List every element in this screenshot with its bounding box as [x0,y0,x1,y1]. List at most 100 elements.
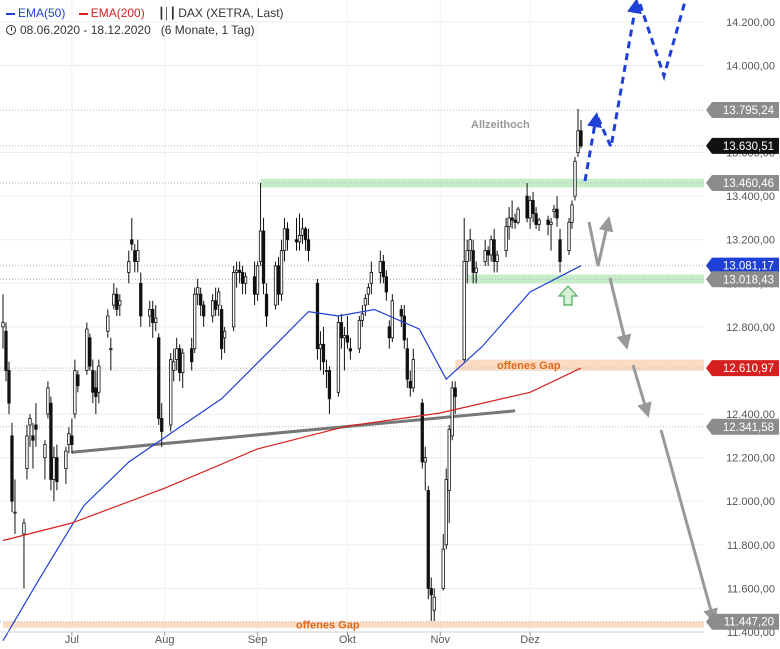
legend-ema50-label: EMA(50) [18,6,66,20]
ema50-swatch [6,12,15,15]
candle [127,250,131,284]
candle-body [76,374,80,387]
candle-body [450,387,454,437]
candle-body [237,269,242,273]
candle [285,222,290,251]
candle [67,427,71,454]
candle-body [261,230,266,284]
candle [318,331,323,371]
candle-body [273,265,278,306]
candle-body [46,387,50,415]
candle [528,196,532,229]
candle-body [276,265,281,295]
candle-body [222,330,227,339]
candle-body [285,228,290,241]
candle-body [576,130,580,153]
candle [555,196,559,227]
candle [348,337,353,360]
candle-body [52,457,56,480]
price-badge-shape [706,360,779,377]
legend-row-indicators: EMA(50) EMA(200) ┃│┃ DAX (XETRA, Last) [6,5,294,22]
candle-body [202,304,206,317]
candle-body [252,276,257,295]
candle [303,226,308,251]
candle [408,370,412,397]
candle [297,213,302,251]
candle [264,283,269,327]
candle [115,287,119,316]
candle-body [378,261,382,273]
candle [423,446,427,491]
candle [405,337,409,388]
x-tick-label: Okt [339,634,356,646]
candle [118,294,122,316]
candle [237,261,242,284]
candle-body [234,269,239,273]
candle [357,316,362,354]
candle [97,359,101,404]
candle-body [366,287,371,295]
candle-body [243,276,248,284]
candle-body [28,418,32,426]
candle-body [318,343,323,350]
price-badge-label: 13.460,46 [723,178,774,190]
bear-arrow-4 [659,429,718,624]
y-tick-label: 14.000,00 [726,60,775,72]
candle-body [43,444,47,459]
candle [366,283,371,306]
candle-body [7,370,11,404]
candle-body [157,337,161,419]
candle [489,235,493,262]
candle-body [109,348,113,351]
candle [453,381,457,415]
candle [426,485,430,600]
gap-zone [3,621,704,628]
candle-body [216,291,221,306]
x-tick-label: Aug [155,634,175,646]
candle-body [130,239,134,245]
candle-body [510,217,514,221]
candle [495,250,499,273]
price-badge: 13.630,51 [706,137,779,154]
gap-label-lower: offenes Gap [296,620,360,632]
support-trendline [71,409,516,454]
grid-lines [0,0,704,633]
y-tick-label: 11.800,00 [727,540,775,552]
x-tick-label: Jul [65,634,79,646]
candle [552,204,556,218]
candle [279,239,284,301]
candle [387,320,391,349]
price-badge-label: 13.630,51 [723,141,774,153]
candle [46,381,50,419]
candle-body [136,250,140,262]
candle-body [112,293,116,306]
candle-body [115,293,119,310]
candle [444,468,448,550]
candle-body [193,293,197,350]
candle [70,418,74,454]
candle [76,370,80,393]
candle-body [181,352,185,374]
candle-body [339,322,344,339]
x-tick-label: Sep [248,634,268,646]
candle [273,261,278,310]
candle [471,239,475,284]
candle-body [294,239,299,243]
candle-body [465,250,469,262]
candle-body [474,267,478,273]
candle [558,228,562,273]
candle-body [255,265,260,295]
candle [85,322,89,375]
candle [178,344,182,382]
candle [432,588,436,622]
candle [55,444,59,491]
candle [294,217,299,251]
candle [25,424,29,480]
ema200-swatch [78,12,88,15]
candle-body [64,450,68,469]
candle-body [196,287,200,295]
candle [399,305,403,327]
candle [534,207,538,229]
candle-body [360,313,365,321]
candle-body [306,239,311,252]
